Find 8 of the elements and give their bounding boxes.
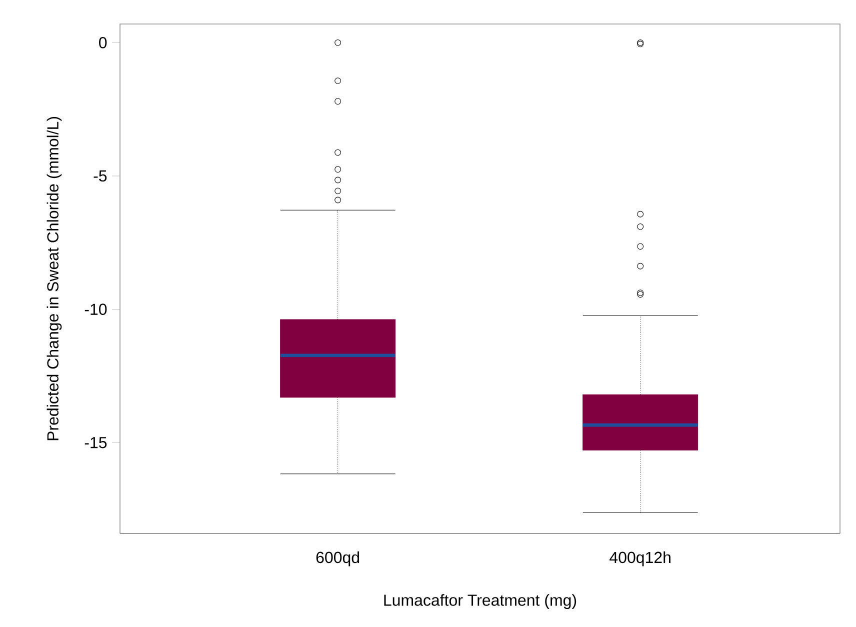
y-tick-label: 0: [99, 37, 107, 48]
y-tick-label: -15: [84, 437, 107, 448]
x-tick-label: 600qd: [316, 552, 360, 566]
x-tick-label: 400q12h: [610, 552, 670, 566]
x-axis-title: Lumacaftor Treatment (mg): [384, 594, 576, 610]
y-axis-title: Predicted Change in Sweat Chloride (mmol/L): [46, 117, 62, 440]
y-tick-label: -10: [84, 304, 107, 316]
y-tick-label: -5: [94, 170, 107, 182]
